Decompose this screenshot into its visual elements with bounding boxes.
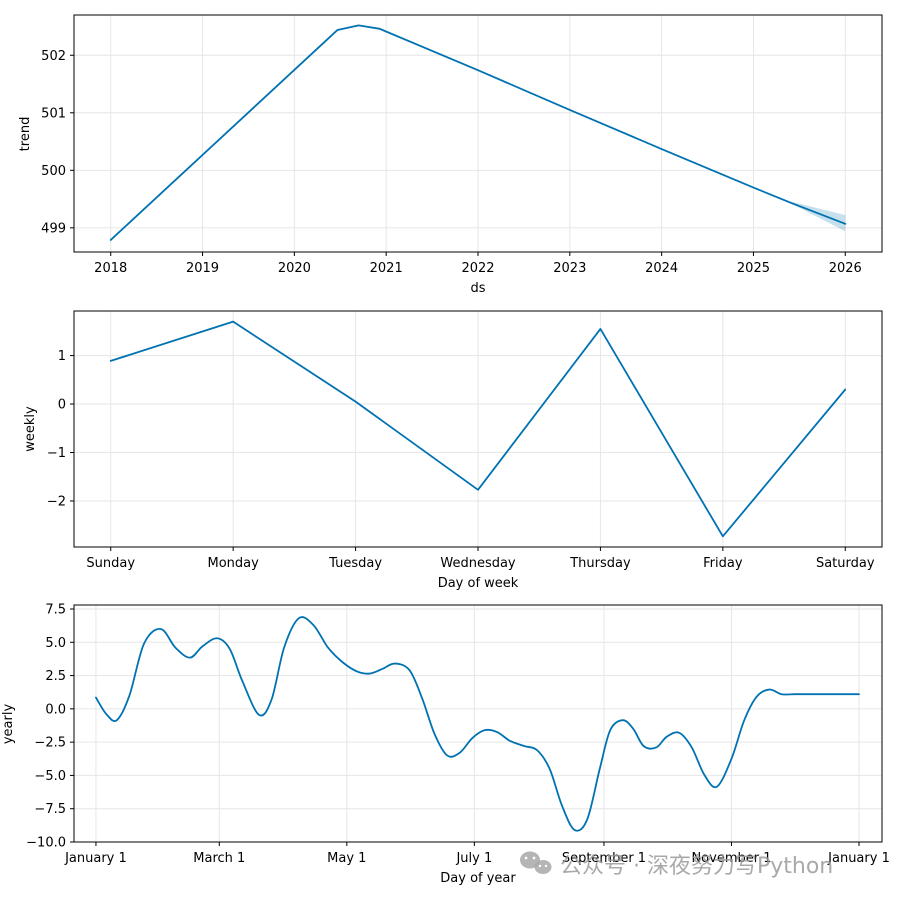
yearly-y-tick-label: 2.5 — [45, 669, 66, 684]
weekly-x-tick-label: Friday — [703, 556, 743, 571]
trend-x-tick-label: 2019 — [186, 261, 219, 276]
trend-x-label: ds — [470, 281, 485, 296]
weekly-panel: Sunday Monday Tuesday Wednesday Thursday Frid… — [23, 310, 883, 591]
trend-grid — [74, 15, 882, 252]
weekly-y-tick-label: −2 — [47, 494, 66, 509]
weekly-grid — [74, 311, 882, 547]
yearly-panel: January 1 March 1 May 1 July 1 September 1 No… — [1, 602, 890, 886]
yearly-x-tick-label: September 1 — [562, 851, 646, 866]
yearly-series-line — [95, 616, 860, 832]
weekly-y-tick-label: 0 — [58, 398, 66, 413]
weekly-x-ticks: Sunday Monday Tuesday Wednesday Thursday Frid… — [86, 547, 875, 571]
weekly-x-tick-label: Thursday — [569, 556, 631, 571]
watermark: 公众号 · 深夜努力写Python — [520, 851, 833, 879]
yearly-grid — [74, 605, 882, 843]
trend-x-tick-label: 2024 — [645, 261, 678, 276]
trend-y-ticks: 499 500 501 502 — [41, 49, 74, 236]
yearly-y-label: yearly — [1, 704, 16, 745]
wechat-icon — [520, 851, 552, 874]
yearly-x-tick-label: January 1 — [64, 851, 127, 866]
trend-y-tick-label: 499 — [41, 221, 66, 236]
trend-panel: 2018 2019 2020 2021 2022 2023 2024 2025 2026 499… — [18, 14, 883, 296]
trend-x-tick-label: 2025 — [737, 261, 770, 276]
weekly-x-tick-label: Saturday — [816, 556, 875, 571]
trend-x-tick-label: 2018 — [94, 261, 127, 276]
yearly-axes-frame — [73, 604, 883, 843]
weekly-x-tick-label: Monday — [207, 556, 259, 571]
yearly-x-ticks: January 1 March 1 May 1 July 1 September 1 No… — [64, 842, 890, 866]
yearly-x-tick-label: March 1 — [193, 851, 245, 866]
trend-x-tick-label: 2026 — [829, 261, 862, 276]
yearly-y-tick-label: 0.0 — [45, 702, 66, 717]
yearly-x-tick-label: November 1 — [691, 851, 771, 866]
yearly-y-tick-label: 7.5 — [45, 602, 66, 617]
weekly-y-label: weekly — [23, 406, 38, 452]
yearly-y-tick-label: −5.0 — [34, 769, 66, 784]
trend-y-tick-label: 501 — [41, 106, 66, 121]
weekly-series — [109, 320, 847, 538]
watermark-text: 公众号 · 深夜努力写Python — [560, 854, 833, 879]
trend-y-label: trend — [18, 117, 33, 152]
yearly-y-ticks: 7.5 5.0 2.5 0.0 −2.5 −5.0 −7.5 −10.0 — [26, 602, 74, 851]
trend-x-ticks: 2018 2019 2020 2021 2022 2023 2024 2025 2026 — [94, 252, 862, 276]
weekly-x-tick-label: Sunday — [86, 556, 135, 571]
weekly-y-ticks: 1 0 −1 −2 — [47, 349, 74, 509]
trend-series-line — [109, 24, 847, 241]
weekly-series-line — [109, 320, 847, 538]
weekly-y-tick-label: −1 — [47, 446, 66, 461]
yearly-y-tick-label: 5.0 — [45, 636, 66, 651]
yearly-x-tick-label: May 1 — [327, 851, 366, 866]
weekly-x-tick-label: Wednesday — [440, 556, 516, 571]
yearly-x-tick-label: January 1 — [827, 851, 890, 866]
weekly-y-tick-label: 1 — [58, 349, 66, 364]
yearly-x-tick-label: July 1 — [455, 851, 492, 866]
weekly-x-tick-label: Tuesday — [328, 556, 382, 571]
trend-y-tick-label: 500 — [41, 164, 66, 179]
yearly-y-tick-label: −10.0 — [26, 836, 66, 851]
yearly-x-label: Day of year — [440, 871, 516, 886]
trend-x-tick-label: 2021 — [370, 261, 403, 276]
yearly-y-tick-label: −7.5 — [34, 802, 66, 817]
trend-x-tick-label: 2020 — [278, 261, 311, 276]
weekly-x-label: Day of week — [438, 576, 519, 591]
yearly-y-tick-label: −2.5 — [34, 736, 66, 751]
trend-x-tick-label: 2022 — [461, 261, 494, 276]
yearly-series — [95, 616, 860, 832]
trend-series — [109, 24, 847, 241]
trend-x-tick-label: 2023 — [553, 261, 586, 276]
trend-y-tick-label: 502 — [41, 49, 66, 64]
